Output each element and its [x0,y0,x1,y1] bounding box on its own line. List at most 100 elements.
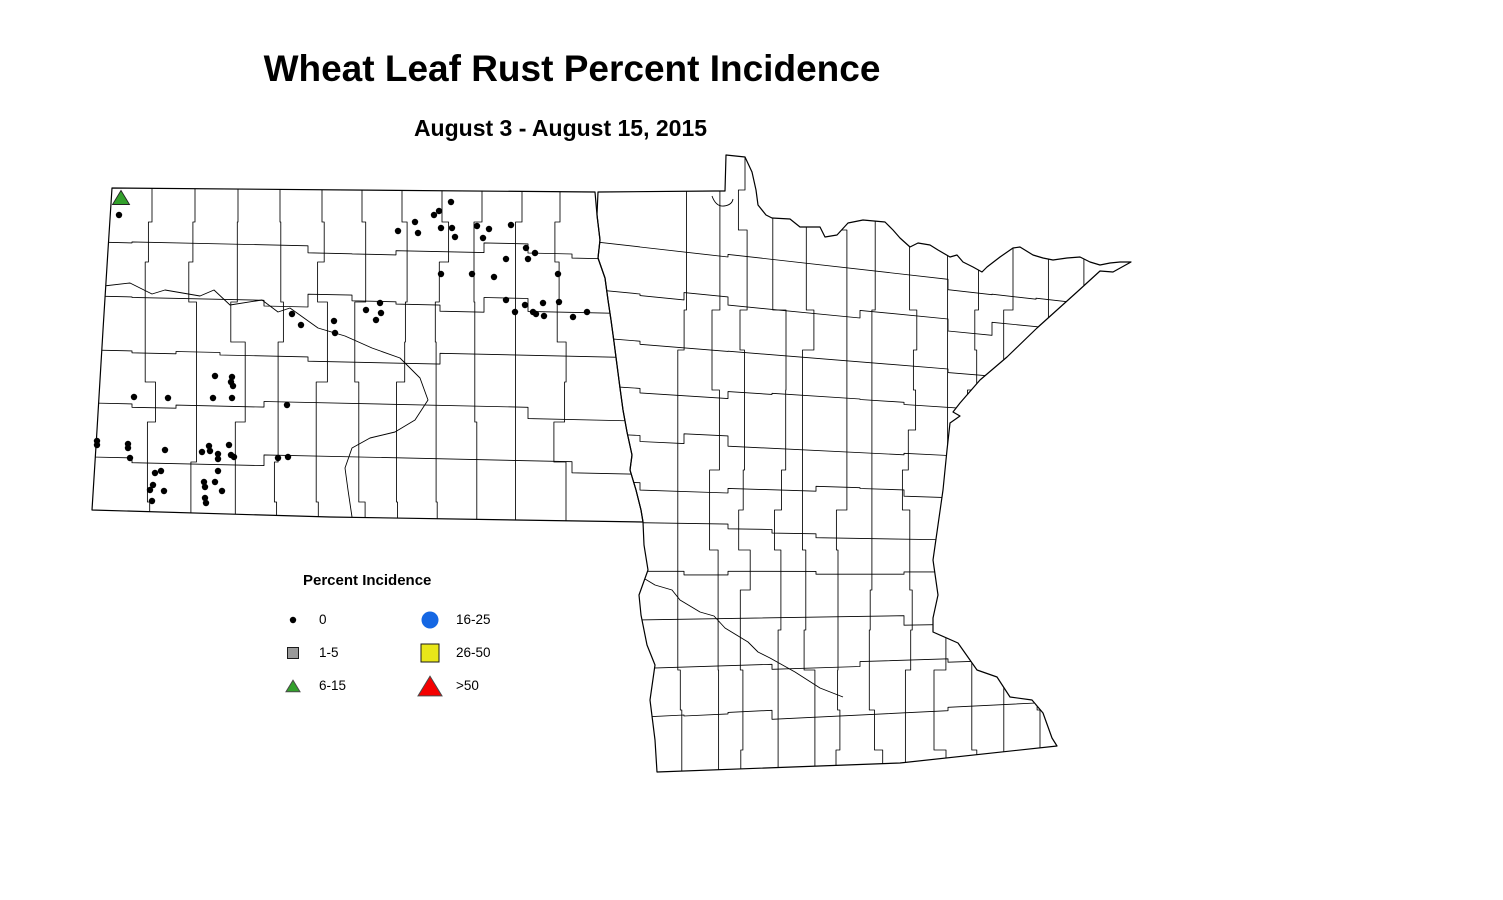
minnesota-outline [596,154,1132,773]
map-marker-dot [362,306,370,314]
county-boundary [92,401,643,422]
legend-item: >50 [416,669,553,702]
map-marker-dot [583,308,591,316]
legend-triangle-icon [285,678,301,692]
map-marker-dot [522,244,530,252]
legend-item: 0 [279,603,416,636]
map-marker-dot [148,497,156,505]
legend-dot-icon [289,616,297,623]
figure-title: Wheat Leaf Rust Percent Incidence [263,48,881,89]
county-boundary [835,155,848,772]
map-marker-dot [214,455,222,463]
legend-label: 16-25 [456,612,491,627]
map-marker-dot [331,329,339,337]
map-marker-dot [283,401,291,409]
map-marker-dot [437,224,445,232]
map-marker-dot [511,308,519,316]
map-marker-dot [502,296,510,304]
county-boundary [92,349,643,365]
map-marker-dot [430,211,438,219]
county-boundary [92,241,643,261]
map-marker-dot [130,393,138,401]
map-marker-dot [146,486,154,494]
map-marker-dot [540,312,548,320]
county-boundary [772,155,787,772]
map-marker-dot [211,478,219,486]
map-marker-dot [473,222,481,230]
map-marker-dot [198,448,206,456]
county-boundary [677,155,687,772]
figure-subtitle: August 3 - August 15, 2015 [413,115,708,141]
county-boundary [967,155,984,772]
legend-item: 26-50 [416,636,553,669]
map-marker-dot [297,321,305,329]
map-markers [93,189,591,507]
map-marker-dot [228,373,236,381]
county-boundary [597,694,1131,722]
legend-square-icon [420,643,440,662]
county-boundary [473,188,483,522]
county-boundary [434,188,450,522]
legend-label: 6-15 [319,678,347,693]
map-marker-dot [126,454,134,462]
map-marker-dot [394,227,402,235]
map-marker-dot [93,441,101,449]
map-marker-dot [214,450,222,458]
map-marker-dot [372,316,380,324]
map-marker-dot [502,255,510,263]
map-marker-dot [411,218,419,226]
county-boundary [597,289,1131,347]
map-marker-dot [531,249,539,257]
map-marker-dot [157,467,165,475]
minnesota-county-lines [597,155,1131,772]
county-boundary [515,188,523,522]
county-boundary [901,155,918,772]
map-marker-dot [569,313,577,321]
legend-triangle-icon [417,674,443,696]
county-boundary [273,188,284,522]
county-boundary [354,188,367,522]
map-marker-dot [448,224,456,232]
map-marker-dot [437,270,445,278]
county-boundary [868,155,884,772]
map-marker-dot [274,454,282,462]
county-boundary [230,188,246,522]
map-marker-dot [201,494,209,502]
map-marker-dot [447,198,455,206]
map-marker-dot [230,453,238,461]
map-marker-dot [532,310,540,318]
map-marker-dot [160,487,168,495]
map-marker-dot [151,469,159,477]
legend-item: 16-25 [416,603,553,636]
map-marker-dot [214,467,222,475]
map-marker-dot [201,483,209,491]
county-boundary [315,188,328,522]
map-marker-dot [206,447,214,455]
legend-square-icon [287,646,299,659]
legend-label: 1-5 [319,645,339,660]
map-marker-triangle [111,189,131,205]
missouri-river-line [94,282,429,518]
map-marker-dot [115,211,123,219]
map-marker-dot [524,255,532,263]
map-marker-dot [211,372,219,380]
county-boundary [737,155,751,772]
county-boundary [553,188,567,522]
map-marker-dot [225,441,233,449]
legend-item: 1-5 [279,636,416,669]
county-boundary [1071,155,1085,772]
map-marker-dot [554,270,562,278]
map-marker-dot [202,499,210,507]
county-boundary [1034,155,1049,772]
legend-label: >50 [456,678,479,693]
county-boundary [144,188,156,522]
map-marker-dot [485,225,493,233]
map-marker-dot [284,453,292,461]
lake-of-the-woods-shore [711,195,734,207]
county-boundary [597,241,1131,304]
north-dakota-rivers [94,282,429,518]
legend-label: 0 [319,612,327,627]
map-marker-dot [490,273,498,281]
